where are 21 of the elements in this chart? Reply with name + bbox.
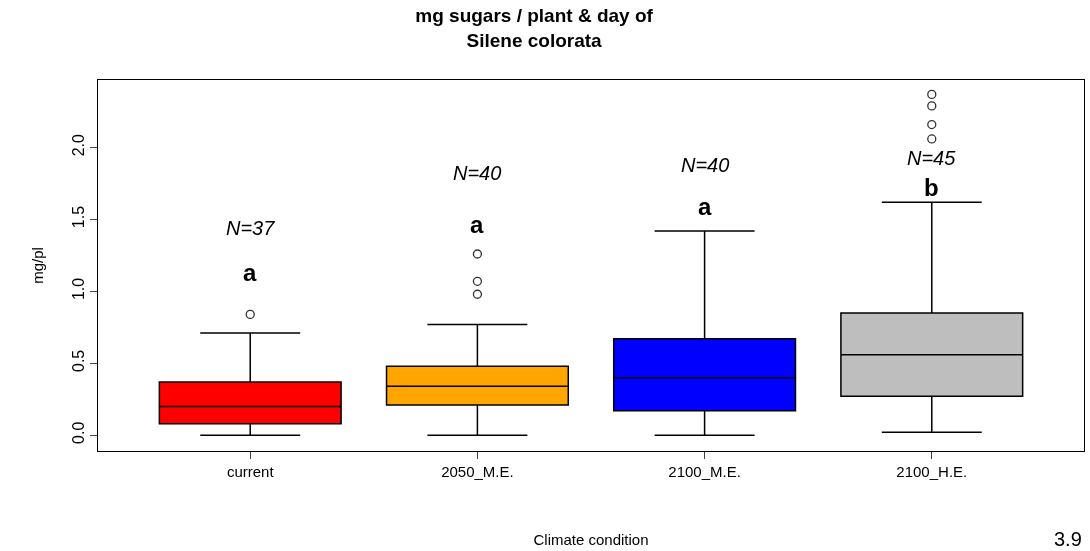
annotation: N=45 — [907, 147, 957, 169]
y-tick-label: 1.5 — [69, 205, 87, 229]
annotation: a — [698, 193, 712, 220]
x-tick-label: 2050_M.E. — [441, 463, 514, 480]
chart-title: mg sugars / plant & day of Silene colorata — [415, 5, 654, 51]
text: 3.9 — [1054, 528, 1082, 550]
y-tick-label: 2.0 — [69, 133, 87, 157]
x-tick-label: 2100_M.E. — [668, 463, 741, 480]
y-tick-label: 1.0 — [69, 277, 87, 301]
x-tick-label: 2100_H.E. — [896, 463, 968, 480]
annotation: a — [243, 259, 257, 286]
annotation: N=40 — [453, 162, 502, 184]
annotation: b — [924, 174, 939, 201]
x-tick-label: current — [226, 463, 275, 480]
y-tick-label: 0.5 — [69, 349, 87, 373]
annotation: N=40 — [681, 154, 730, 176]
annotation: N=37 — [226, 217, 276, 239]
y-tick-label: 0.0 — [69, 421, 87, 444]
x-axis-title: Climate condition — [533, 531, 649, 548]
annotation: a — [470, 211, 484, 238]
y-axis-title: mg/pl — [28, 247, 46, 284]
